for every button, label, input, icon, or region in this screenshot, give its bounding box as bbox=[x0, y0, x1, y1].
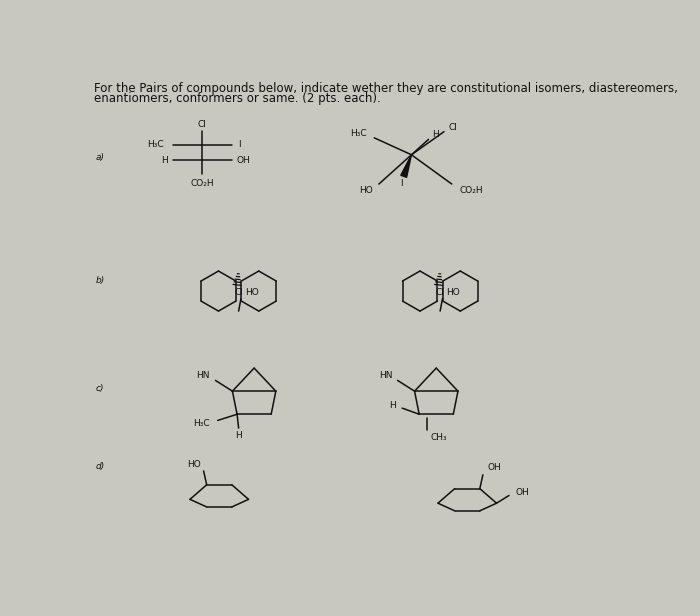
Text: Cl: Cl bbox=[234, 288, 243, 297]
Text: H₃C: H₃C bbox=[350, 129, 367, 139]
Polygon shape bbox=[401, 155, 412, 177]
Text: HO: HO bbox=[187, 460, 200, 469]
Text: CO₂H: CO₂H bbox=[190, 179, 214, 188]
Text: HO: HO bbox=[359, 185, 372, 195]
Text: HO: HO bbox=[447, 288, 460, 297]
Text: I: I bbox=[238, 140, 241, 149]
Text: Cl: Cl bbox=[435, 288, 444, 297]
Text: I: I bbox=[400, 179, 402, 188]
Text: H: H bbox=[389, 400, 396, 410]
Text: c): c) bbox=[95, 384, 104, 392]
Text: a): a) bbox=[95, 153, 104, 161]
Text: enantiomers, conformers or same. (2 pts. each).: enantiomers, conformers or same. (2 pts.… bbox=[94, 92, 381, 105]
Text: H: H bbox=[235, 431, 242, 440]
Text: H: H bbox=[433, 130, 439, 139]
Text: For the Pairs of compounds below, indicate wether they are constitutional isomer: For the Pairs of compounds below, indica… bbox=[94, 81, 678, 95]
Text: H₃C: H₃C bbox=[193, 419, 210, 428]
Text: H₃C: H₃C bbox=[147, 140, 163, 149]
Text: OH: OH bbox=[237, 156, 250, 164]
Text: H: H bbox=[162, 156, 168, 164]
Text: OH: OH bbox=[488, 463, 501, 472]
Text: HN: HN bbox=[379, 371, 393, 380]
Text: CO₂H: CO₂H bbox=[459, 185, 483, 195]
Text: HO: HO bbox=[245, 288, 258, 297]
Text: b): b) bbox=[95, 276, 104, 285]
Text: d): d) bbox=[95, 462, 104, 471]
Text: Cl: Cl bbox=[198, 120, 206, 129]
Text: CH₃: CH₃ bbox=[430, 433, 447, 442]
Text: HN: HN bbox=[196, 371, 209, 380]
Text: Cl: Cl bbox=[449, 123, 458, 132]
Text: OH: OH bbox=[515, 488, 529, 497]
